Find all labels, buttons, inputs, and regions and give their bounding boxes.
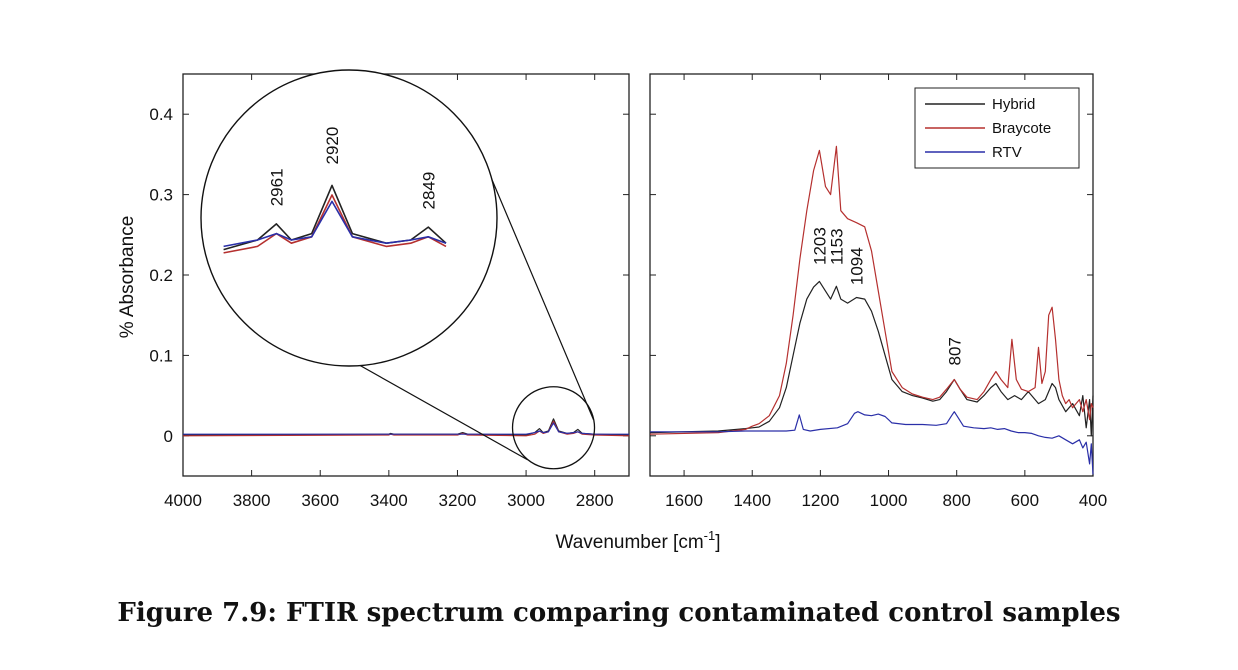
- x-tick-label: 3600: [301, 491, 339, 510]
- x-tick-label: 1400: [733, 491, 771, 510]
- left-panel: 4000 3800 3600 3400 3200 3000 2800 0 0.1 0.2 0.3 0.…: [117, 69, 630, 510]
- x-axis-label: Wavenumber [cm-1]: [555, 528, 720, 553]
- peak-label-1153: 1153: [827, 228, 846, 265]
- inset-series-line-hybrid: [223, 184, 447, 251]
- inset-peak-label-2920: 2920: [323, 127, 342, 165]
- inset-peak-label-2961: 2961: [267, 168, 286, 206]
- zoom-inset-circle: [200, 69, 498, 367]
- right-ticks: 1600 1400 1200 1000 800 600 400: [650, 74, 1107, 510]
- y-tick-label: 0.3: [149, 186, 173, 205]
- y-tick-label: 0: [164, 427, 173, 446]
- legend-label-braycote: Braycote: [992, 120, 1051, 137]
- left-ticks: 4000 3800 3600 3400 3200 3000 2800 0 0.1 0.2 0.3 0.…: [149, 74, 629, 510]
- legend-label-hybrid: Hybrid: [992, 96, 1035, 113]
- peak-label-1203: 1203: [810, 227, 829, 265]
- x-axis-label-sup: -1: [704, 528, 716, 543]
- peak-label-807: 807: [945, 337, 964, 365]
- legend-label-rtv: RTV: [992, 144, 1022, 161]
- ftir-figure: 4000 3800 3600 3400 3200 3000 2800 0 0.1 0.2 0.3 0.…: [117, 69, 1107, 553]
- x-tick-label: 2800: [576, 491, 614, 510]
- inset-peak-label-2849: 2849: [419, 172, 438, 210]
- zoom-connector-upper: [489, 174, 595, 420]
- y-tick-label: 0.1: [149, 346, 173, 365]
- x-tick-label: 1600: [665, 491, 703, 510]
- right-series: [649, 145, 1094, 475]
- peak-label-1094: 1094: [848, 247, 867, 285]
- x-tick-label: 400: [1079, 491, 1107, 510]
- y-tick-label: 0.4: [149, 105, 173, 124]
- y-axis-label: % Absorbance: [117, 216, 138, 339]
- x-tick-label: 600: [1011, 491, 1039, 510]
- x-tick-label: 1200: [801, 491, 839, 510]
- inset-series-line-braycote: [223, 194, 447, 254]
- inset-series-line-rtv: [223, 200, 447, 248]
- x-tick-label: 3800: [233, 491, 271, 510]
- x-tick-label: 4000: [164, 491, 202, 510]
- left-series: [182, 418, 630, 437]
- zoom-region-circle: [511, 386, 596, 470]
- series-line-rtv: [650, 411, 1094, 475]
- x-tick-label: 800: [943, 491, 971, 510]
- figure-caption: Figure 7.9: FTIR spectrum comparing cont…: [117, 598, 1121, 628]
- zoom-inset: 2961 2920 2849: [200, 69, 596, 470]
- x-tick-label: 3000: [507, 491, 545, 510]
- x-axis-label-main: Wavenumber [cm: [555, 532, 703, 553]
- x-tick-label: 1000: [870, 491, 908, 510]
- legend: Hybrid Braycote RTV: [914, 87, 1080, 169]
- series-line-rtv: [183, 422, 629, 435]
- series-line-braycote: [649, 145, 1094, 435]
- x-axis-label-end: ]: [715, 532, 720, 553]
- x-tick-label: 3400: [370, 491, 408, 510]
- series-line-hybrid: [649, 280, 1094, 437]
- x-tick-label: 3200: [439, 491, 477, 510]
- y-tick-label: 0.2: [149, 266, 173, 285]
